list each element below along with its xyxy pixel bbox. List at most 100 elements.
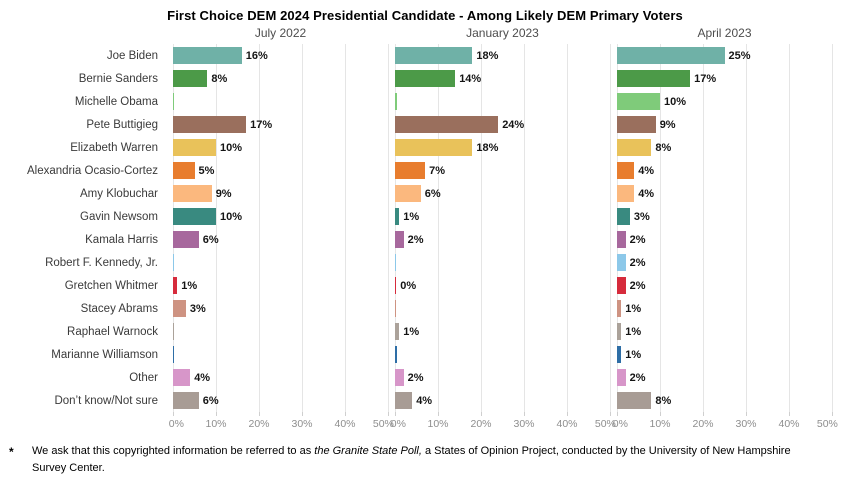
- tick-mark: [832, 412, 833, 416]
- bar-value-label: 10%: [220, 141, 243, 154]
- bar-value-label: 4%: [638, 164, 655, 177]
- bar: [173, 346, 175, 363]
- footnote-segment: We ask that this copyrighted information…: [32, 445, 315, 457]
- tick-label: 20%: [692, 418, 714, 430]
- panel-title: January 2023: [466, 26, 539, 40]
- category-labels: Joe Biden Bernie Sanders Michelle Obama Pet…: [6, 44, 166, 412]
- bar-value-label: 6%: [424, 187, 441, 200]
- bar-value-label: 1%: [181, 279, 198, 292]
- bar-value-label: 8%: [211, 72, 228, 85]
- tick-label: 20%: [248, 418, 270, 430]
- bar-value-label: 4%: [194, 371, 211, 384]
- bar-row: 1%: [395, 320, 610, 343]
- tick-mark: [395, 412, 396, 416]
- tick-label: 40%: [334, 418, 356, 430]
- bar-row: [395, 251, 610, 274]
- category-label: Robert F. Kennedy, Jr.: [45, 256, 158, 269]
- bar-row: 24%: [395, 113, 610, 136]
- bar-row: [173, 90, 388, 113]
- bar-row: 1%: [395, 205, 610, 228]
- bar-row: 2%: [617, 366, 832, 389]
- bar: [173, 300, 186, 317]
- bar-value-label: 2%: [407, 233, 424, 246]
- bar: [617, 70, 691, 87]
- bar-row: 4%: [617, 159, 832, 182]
- bar-value-label: 24%: [502, 118, 525, 131]
- tick-label: 20%: [470, 418, 492, 430]
- bar: [395, 392, 413, 409]
- bar-value-label: 3%: [189, 302, 206, 315]
- bar: [395, 185, 421, 202]
- tick-mark: [302, 412, 303, 416]
- bar: [173, 231, 199, 248]
- tick-mark: [567, 412, 568, 416]
- category-label: Alexandria Ocasio-Cortez: [26, 164, 158, 177]
- grid-line: [524, 44, 525, 412]
- bar: [173, 185, 212, 202]
- bar: [617, 208, 630, 225]
- tick-mark: [617, 412, 618, 416]
- bar-row: 9%: [173, 182, 388, 205]
- tick-mark: [789, 412, 790, 416]
- tick-label: 0%: [390, 418, 406, 430]
- bar-value-label: 10%: [664, 95, 687, 108]
- bar: [617, 116, 656, 133]
- bar: [395, 323, 400, 340]
- bar: [395, 277, 397, 294]
- bar-row: [173, 251, 388, 274]
- footnote-asterisk: *: [9, 445, 14, 459]
- bar: [395, 93, 397, 110]
- plot-area: 18% 14% 24% 18% 7% 6% 1% 2% 0% 1% 2% 4%: [395, 44, 611, 412]
- category-label: Other: [129, 371, 158, 384]
- bar: [395, 231, 404, 248]
- bar: [173, 116, 247, 133]
- x-axis: 0% 10% 20% 30% 40% 50%: [391, 412, 616, 434]
- bar: [395, 116, 499, 133]
- tick-mark: [216, 412, 217, 416]
- bar-value-label: 9%: [659, 118, 676, 131]
- tick-mark: [746, 412, 747, 416]
- bar-row: 6%: [395, 182, 610, 205]
- bar-value-label: 2%: [407, 371, 424, 384]
- plot-area: 25% 17% 10% 9% 8% 4% 4% 3% 2% 2% 2% 1% 1% 1% 2% 8%: [617, 44, 833, 412]
- bar: [617, 47, 725, 64]
- bar-row: 10%: [617, 90, 832, 113]
- bar: [173, 139, 216, 156]
- bar: [617, 139, 652, 156]
- bar: [395, 162, 426, 179]
- bar: [173, 254, 174, 271]
- bar-row: 10%: [173, 205, 388, 228]
- bar: [617, 323, 622, 340]
- bar: [617, 231, 626, 248]
- bar-value-label: 3%: [633, 210, 650, 223]
- footnote-segment: a States of Opinion Project, conducted b…: [32, 445, 791, 475]
- tick-label: 10%: [205, 418, 227, 430]
- bar-row: 18%: [395, 44, 610, 67]
- category-label: Joe Biden: [106, 49, 158, 62]
- tick-label: 10%: [649, 418, 671, 430]
- tick-label: 30%: [291, 418, 313, 430]
- bar-value-label: 8%: [655, 141, 672, 154]
- category-label: Gavin Newsom: [80, 210, 158, 223]
- tick-label: 10%: [427, 418, 449, 430]
- bar: [173, 208, 216, 225]
- bar-value-label: 14%: [459, 72, 482, 85]
- bar: [173, 392, 199, 409]
- bar-value-label: 18%: [476, 49, 499, 62]
- bar-value-label: 2%: [629, 371, 646, 384]
- bar-row: 17%: [173, 113, 388, 136]
- grid-line: [302, 44, 303, 412]
- bar-row: 2%: [395, 366, 610, 389]
- bar: [395, 70, 456, 87]
- bar-value-label: 4%: [416, 394, 433, 407]
- category-label: Pete Buttigieg: [86, 118, 158, 131]
- bar-value-label: 1%: [625, 325, 642, 338]
- bar-row: 1%: [617, 343, 832, 366]
- bar-row: 14%: [395, 67, 610, 90]
- grid-line: [789, 44, 790, 412]
- bar-value-label: 17%: [694, 72, 717, 85]
- bar-value-label: 1%: [403, 210, 420, 223]
- grid-line: [610, 44, 611, 412]
- bar: [617, 277, 626, 294]
